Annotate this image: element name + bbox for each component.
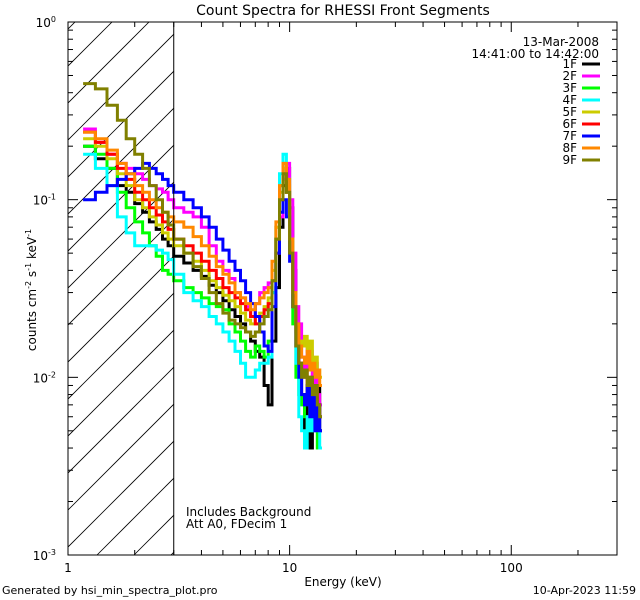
hatch-line xyxy=(68,403,174,511)
legend-label-7F: 7F xyxy=(562,129,577,143)
chart-title: Count Spectra for RHESSI Front Segments xyxy=(196,3,490,19)
legend-label-3F: 3F xyxy=(562,81,577,95)
hatch-line xyxy=(393,0,640,555)
hatch-line xyxy=(356,0,640,555)
hatch-line xyxy=(96,477,174,555)
hatch-line xyxy=(282,0,640,555)
timestamp-label: 10-Apr-2023 11:59 xyxy=(533,584,636,597)
hatch-line xyxy=(430,0,640,555)
hatch-line xyxy=(541,0,640,555)
series-layer xyxy=(83,82,322,450)
hatch-line xyxy=(68,218,174,326)
hatch-line xyxy=(68,22,150,104)
legend-label-8F: 8F xyxy=(562,141,577,155)
hatch-line xyxy=(68,33,174,141)
x-tick-label: 1 xyxy=(64,561,72,575)
series-line-9F xyxy=(83,82,322,419)
y-axis-label: counts cm-2 s-1 keV-1 xyxy=(24,229,39,351)
hatch-line xyxy=(68,255,174,363)
hatch-line xyxy=(68,144,174,252)
hatch-line xyxy=(319,0,640,555)
time-range-label: 14:41:00 to 14:42:00 xyxy=(472,47,599,61)
legend-label-1F: 1F xyxy=(562,57,577,71)
plot-frame xyxy=(67,21,618,556)
y-tick-label: 10-1 xyxy=(33,193,56,208)
hatch-line xyxy=(68,366,174,474)
legend-label-9F: 9F xyxy=(562,153,577,167)
hatch-line xyxy=(68,70,174,178)
legend-label-2F: 2F xyxy=(562,69,577,83)
hatch-line xyxy=(68,22,76,30)
x-tick-labels: 1 10 100 xyxy=(64,561,523,575)
legend-label-6F: 6F xyxy=(562,117,577,131)
y-tick-label: 10-2 xyxy=(33,370,56,385)
annotation-attenuator: Att A0, FDecim 1 xyxy=(186,517,287,531)
hatch-line xyxy=(467,0,640,555)
hatch-line xyxy=(68,107,174,215)
hatch-line xyxy=(615,0,640,555)
series-line-8F xyxy=(83,130,322,387)
annotation-background: Includes Background xyxy=(186,505,311,519)
axis-ticks xyxy=(67,22,618,556)
hatch-line xyxy=(68,22,113,67)
legend-label-5F: 5F xyxy=(562,105,577,119)
excluded-region-hatch xyxy=(68,0,640,555)
generated-by-label: Generated by hsi_min_spectra_plot.pro xyxy=(2,584,218,597)
hatch-line xyxy=(68,181,174,289)
date-label: 13-Mar-2008 xyxy=(523,35,599,49)
y-tick-labels: 10-3 10-2 10-1 100 xyxy=(33,15,56,563)
x-tick-label: 10 xyxy=(282,561,297,575)
series-line-7F xyxy=(83,161,322,433)
hatch-line xyxy=(68,440,174,548)
x-tick-label: 100 xyxy=(500,561,523,575)
y-tick-label: 100 xyxy=(36,15,56,30)
series-line-4F xyxy=(83,152,322,450)
y-tick-label: 10-3 xyxy=(33,548,56,563)
hatch-line xyxy=(578,0,640,555)
x-axis-label: Energy (keV) xyxy=(304,575,381,589)
legend-label-4F: 4F xyxy=(562,93,577,107)
hatch-line xyxy=(245,0,640,555)
hatch-line xyxy=(68,292,174,400)
